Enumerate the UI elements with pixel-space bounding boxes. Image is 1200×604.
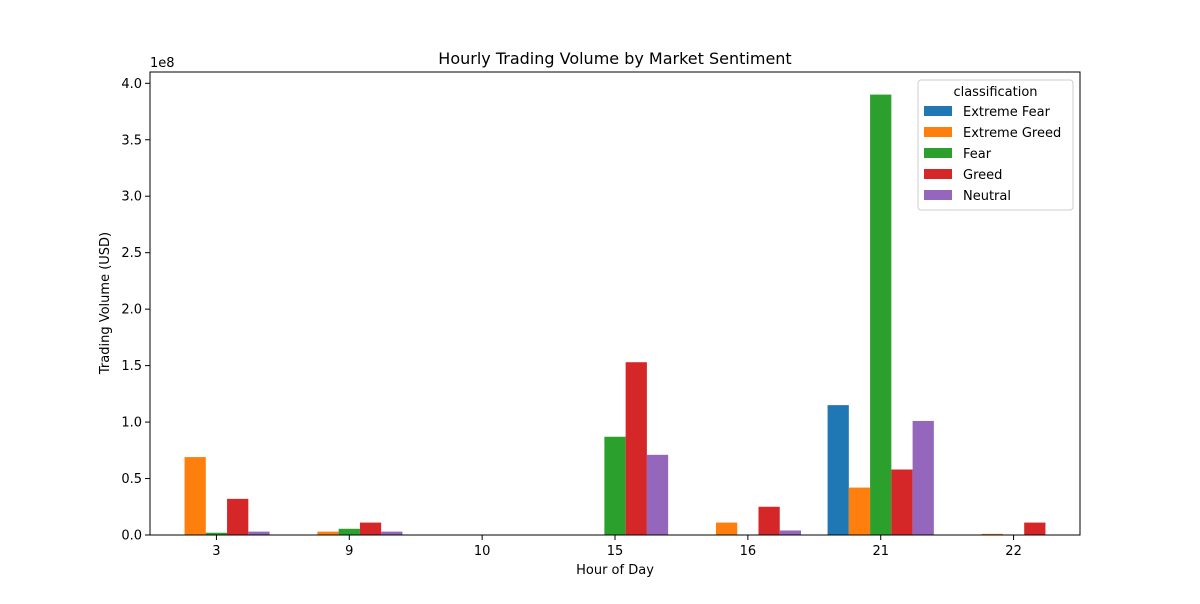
y-tick-label: 2.0 [121,303,142,318]
y-scale-label: 1e8 [150,56,175,71]
x-tick-label: 10 [474,544,491,559]
y-tick-label: 1.0 [121,416,142,431]
x-tick-label: 15 [607,544,624,559]
y-axis-label: Trading Volume (USD) [98,232,113,375]
bar-extreme-greed-hour-3 [184,457,206,535]
bar-fear-hour-9 [338,528,360,535]
bar-extreme-greed-hour-9 [317,531,339,535]
x-axis-label: Hour of Day [576,563,654,578]
x-tick-label: 22 [1005,544,1022,559]
x-tick-label: 21 [872,544,889,559]
y-tick-label: 3.5 [121,133,142,148]
bar-greed-hour-3 [227,498,249,535]
y-tick-label: 0.5 [121,472,142,487]
axes-group: 0.0 0.5 1.0 1.5 2.0 2.5 3.0 3.5 4.0 3 9 10 15 16 21 22 [121,71,1081,559]
bar-neutral-hour-9 [381,531,403,535]
legend-label-extreme-fear: Extreme Fear [963,105,1051,120]
legend-swatch-fear [924,148,952,158]
legend-title: classification [953,85,1037,100]
y-tick-label: 0.0 [121,529,142,544]
bar-extreme-greed-hour-22 [981,533,1003,535]
legend-swatch-neutral [924,190,952,200]
chart-title: Hourly Trading Volume by Market Sentimen… [438,49,791,68]
bar-greed-hour-15 [625,362,647,535]
bar-neutral-hour-15 [646,454,669,535]
bar-neutral-hour-3 [248,531,270,535]
bar-fear-hour-3 [205,532,228,535]
bars-group [184,94,1046,536]
legend-label-fear: Fear [963,147,992,162]
legend: classification Extreme Fear Extreme Greed F… [917,79,1074,211]
y-tick-label: 2.5 [121,246,142,261]
bar-extreme-greed-hour-16 [715,522,738,535]
x-tick-label: 3 [212,544,220,559]
x-tick-label: 16 [740,544,757,559]
bar-greed-hour-16 [758,506,780,535]
y-tick-label: 3.0 [121,190,142,205]
y-tick-label: 4.0 [121,77,142,92]
bar-greed-hour-21 [891,469,913,535]
x-tick-label: 9 [345,544,353,559]
legend-label-neutral: Neutral [963,189,1011,204]
bar-extreme-greed-hour-21 [848,487,871,535]
bar-neutral-hour-16 [779,530,801,535]
bar-neutral-hour-21 [912,420,934,535]
legend-swatch-extreme-fear [924,106,952,116]
legend-label-extreme-greed: Extreme Greed [963,126,1061,141]
legend-swatch-greed [924,169,952,179]
bar-fear-hour-15 [604,436,626,535]
bar-greed-hour-22 [1024,522,1046,535]
legend-label-greed: Greed [963,168,1002,183]
bar-fear-hour-21 [870,94,892,536]
legend-swatch-extreme-greed [924,127,952,137]
legend-box [917,79,1074,211]
bar-extreme-fear-hour-21 [827,405,849,535]
bar-greed-hour-9 [359,522,382,535]
y-tick-label: 1.5 [121,359,142,374]
